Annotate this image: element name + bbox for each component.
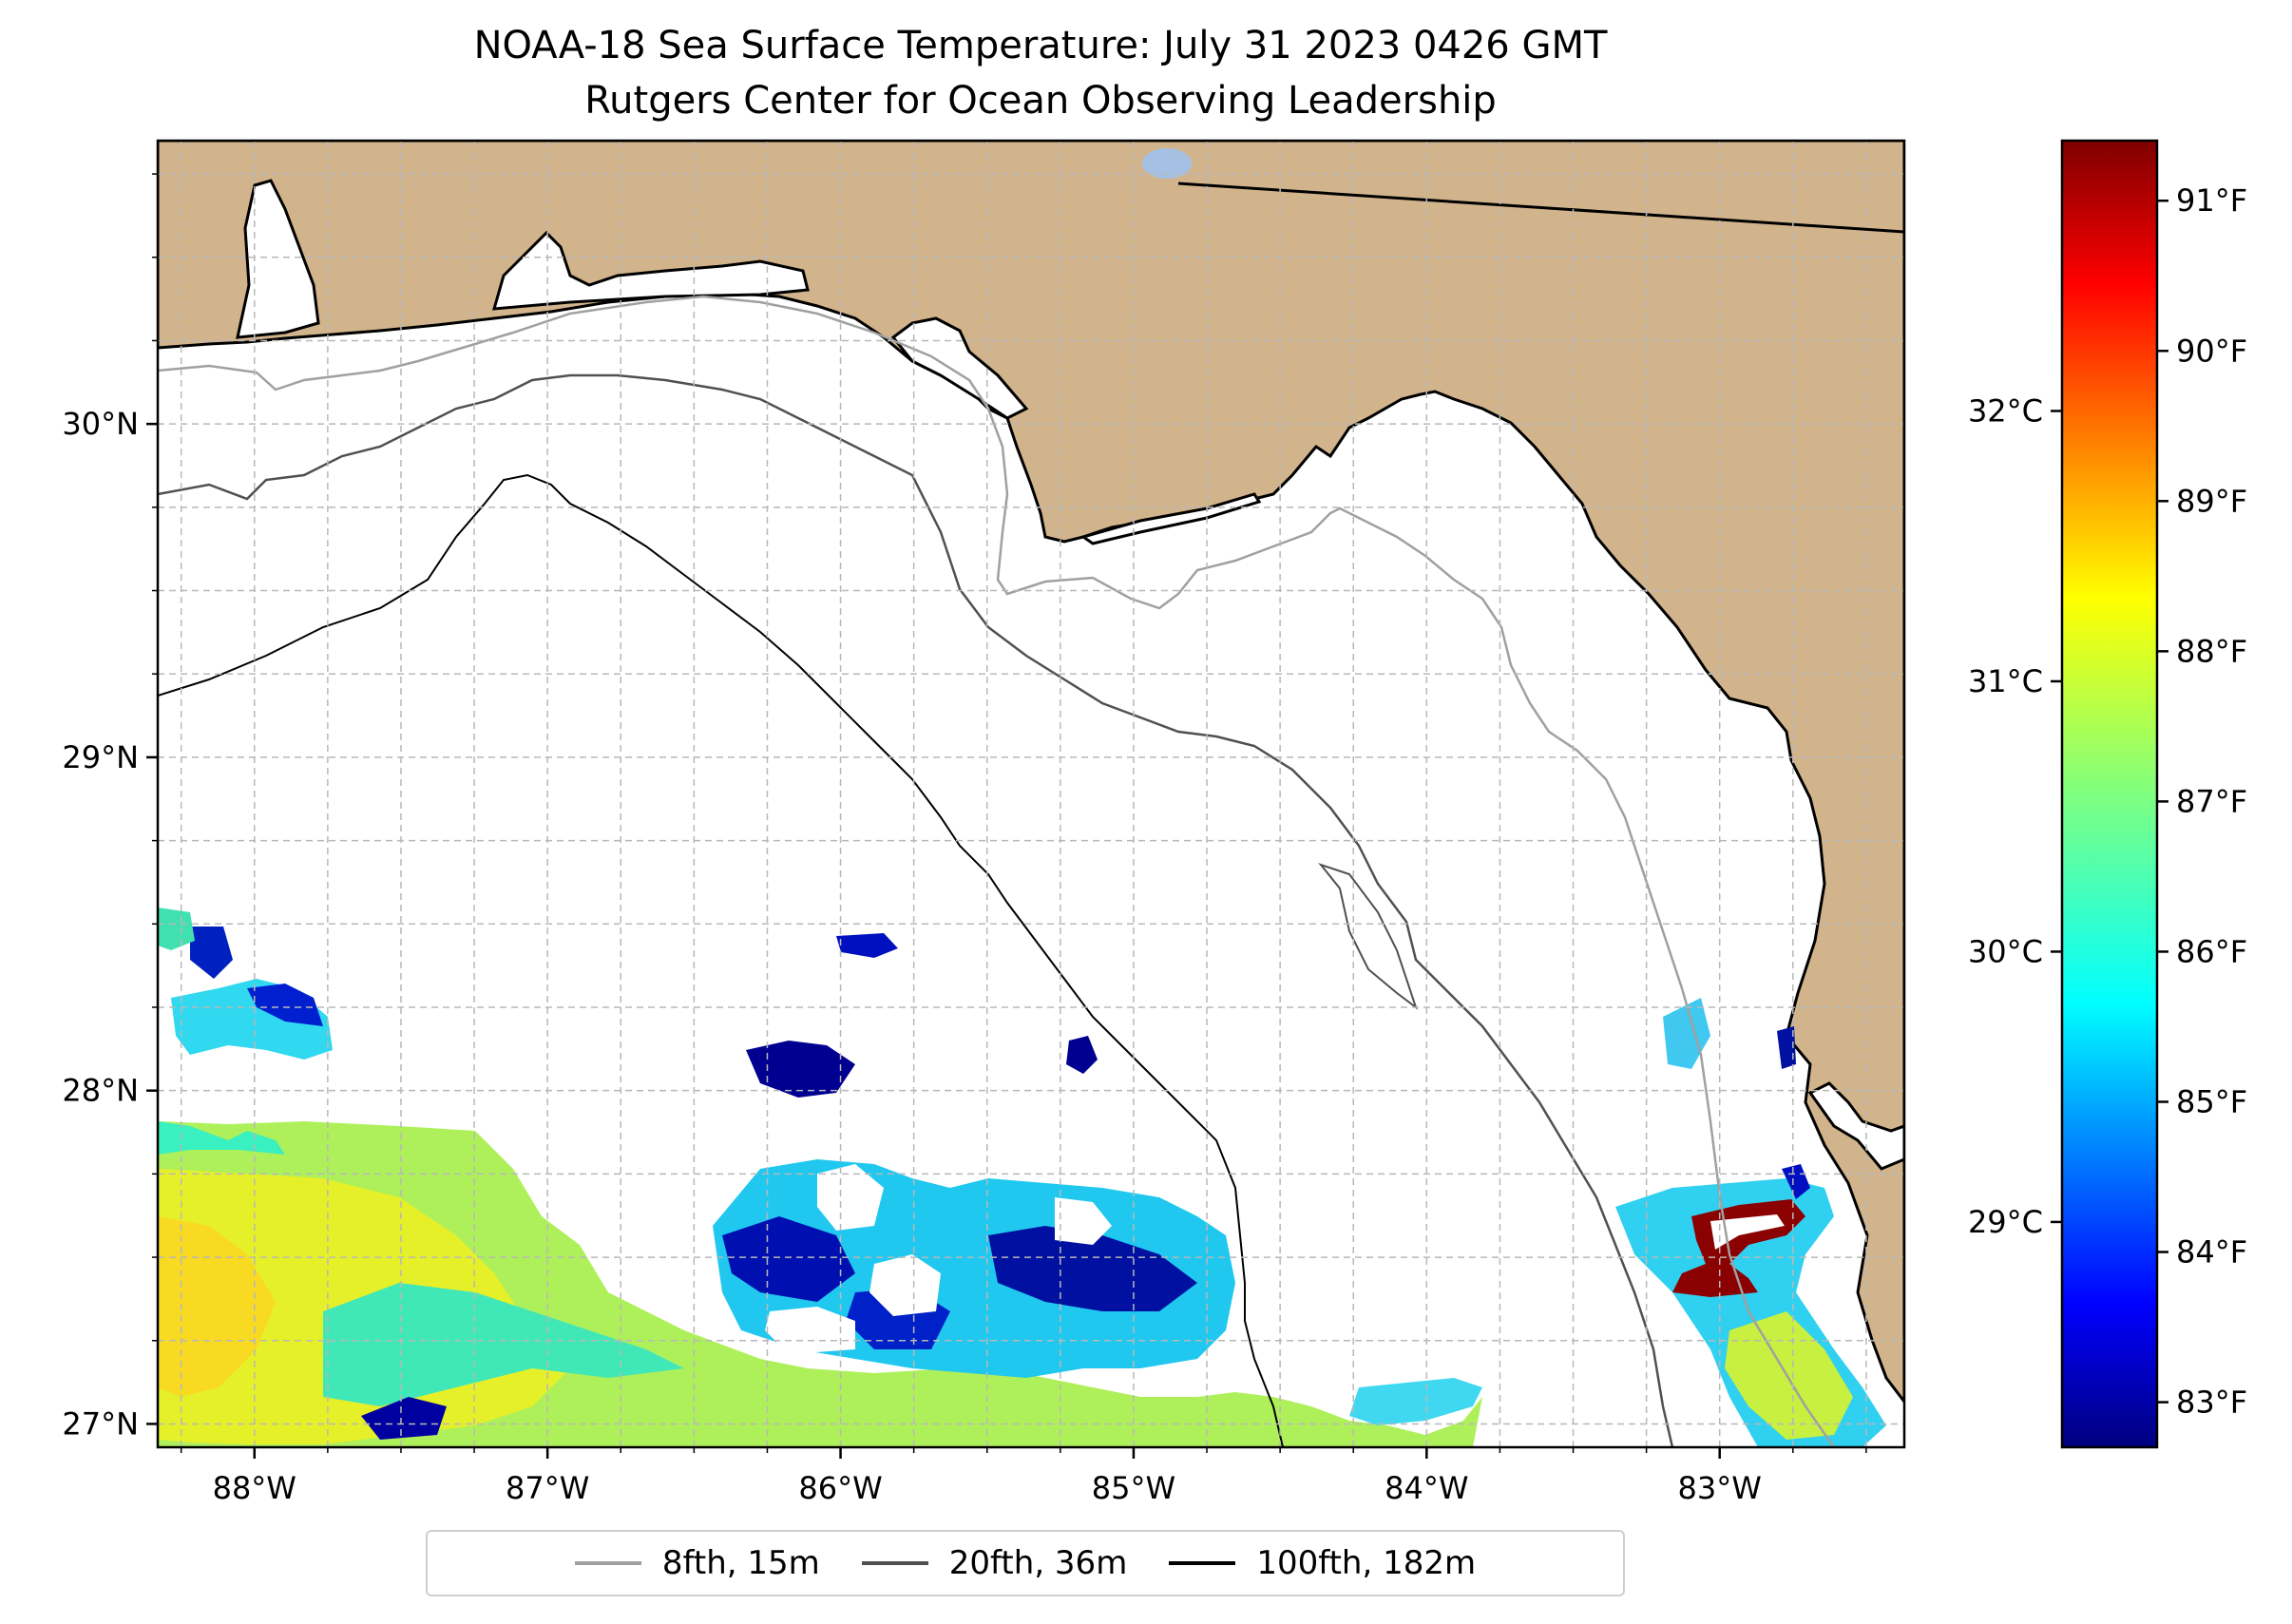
colorbar-c-label: 32°C (1968, 392, 2043, 429)
longitude-ticks: 88°W 87°W 86°W 85°W 84°W 83°W (180, 1447, 1867, 1506)
isobath-20fth (158, 373, 1674, 1447)
lon-tick-label: 88°W (213, 1470, 296, 1506)
colorbar-f-label: 91°F (2176, 182, 2247, 219)
lat-tick-label: 30°N (62, 406, 139, 442)
colorbar-f-label: 89°F (2176, 483, 2247, 519)
colorbar-fahrenheit-ticks: 83°F 84°F 85°F 86°F 87°F 88°F 89°F 90°F 91°F (2157, 182, 2247, 1421)
colorbar-f-label: 87°F (2176, 783, 2247, 819)
colorbar-f-label: 86°F (2176, 933, 2247, 969)
legend-item-20fth: 20fth, 36m (861, 1544, 1127, 1582)
colorbar-c-label: 31°C (1968, 663, 2043, 699)
lon-tick-label: 86°W (798, 1470, 882, 1506)
lake (1142, 148, 1192, 179)
isobath-100fth (158, 473, 1284, 1447)
gridlines (158, 141, 1904, 1447)
map-frame (156, 139, 1906, 1449)
lon-tick-label: 83°W (1678, 1470, 1762, 1506)
colorbar-f-label: 84°F (2176, 1234, 2247, 1271)
isobath-8fth (158, 295, 1836, 1447)
lat-tick-label: 27°N (62, 1405, 139, 1442)
isobath-legend: 8fth, 15m 20fth, 36m 100fth, 182m (426, 1530, 1625, 1596)
state-border (1177, 182, 1904, 234)
lat-tick-label: 29°N (62, 739, 139, 775)
lon-tick-label: 84°W (1385, 1470, 1468, 1506)
latitude-ticks: 27°N 28°N 29°N 30°N (62, 173, 158, 1442)
lon-tick-label: 87°W (506, 1470, 589, 1506)
colorbar-f-label: 85°F (2176, 1083, 2247, 1119)
legend-item-8fth: 8fth, 15m (574, 1544, 820, 1582)
colorbar-celsius-ticks: 29°C 30°C 31°C 32°C (1968, 392, 2062, 1240)
colorbar (2060, 139, 2159, 1449)
colorbar-c-label: 30°C (1968, 933, 2043, 969)
colorbar-f-label: 88°F (2176, 633, 2247, 669)
colorbar-f-label: 90°F (2176, 333, 2247, 369)
lat-tick-label: 28°N (62, 1073, 139, 1109)
lon-tick-label: 85°W (1092, 1470, 1175, 1506)
map-title: NOAA-18 Sea Surface Temperature: July 31… (473, 24, 1608, 67)
sst-data (158, 908, 1886, 1447)
isobath-20fth-islands (1318, 862, 1418, 1010)
colorbar-f-label: 83°F (2176, 1385, 2247, 1421)
colorbar-c-label: 29°C (1968, 1204, 2043, 1240)
legend-item-100fth: 100fth, 182m (1169, 1544, 1476, 1582)
map-subtitle: Rutgers Center for Ocean Observing Leade… (584, 79, 1497, 123)
